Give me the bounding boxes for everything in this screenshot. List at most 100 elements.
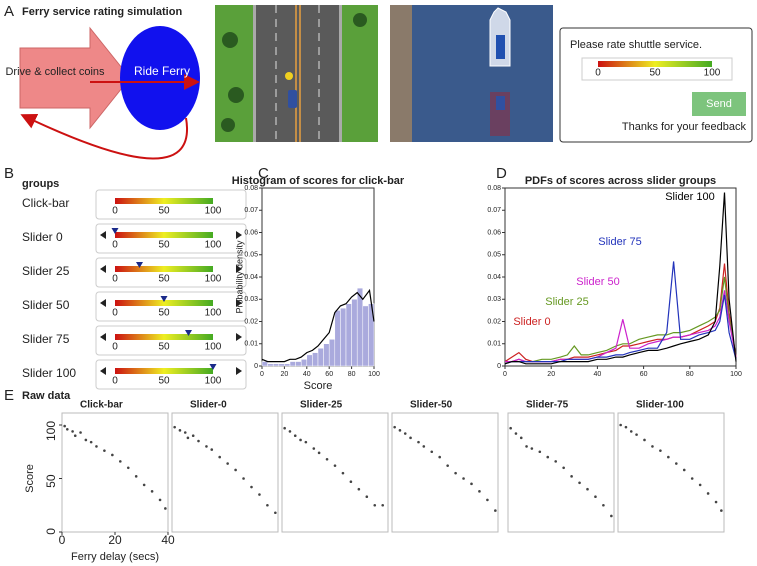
x-tick-label: 0	[503, 371, 507, 378]
histogram-bar	[345, 303, 352, 367]
group-name: Slider 50	[22, 298, 70, 312]
data-point	[186, 436, 190, 440]
scale-tick-label: 100	[205, 342, 222, 353]
data-point	[430, 450, 434, 454]
scale-tick-label: 0	[112, 308, 118, 319]
gradient-bar	[115, 266, 213, 272]
data-point	[95, 445, 98, 448]
x-tick-label: 40	[594, 371, 602, 378]
plot-frame	[281, 412, 389, 533]
y-tick-label: 0.06	[244, 229, 258, 236]
x-axis-label: Score	[304, 380, 333, 392]
scale-tick-label: 0	[112, 240, 118, 251]
data-point	[486, 498, 489, 502]
road-screenshot	[215, 5, 378, 142]
data-point	[546, 455, 550, 459]
group-name: Click-bar	[22, 196, 69, 210]
left-arrow	[100, 333, 106, 341]
x-tick-label: 20	[108, 533, 122, 547]
data-point	[183, 431, 187, 434]
panel-title: groups	[22, 178, 59, 190]
data-point	[594, 495, 597, 498]
x-tick-label: 0	[260, 371, 264, 378]
y-tick-label: 0.01	[244, 341, 258, 348]
send-label[interactable]: Send	[706, 98, 732, 110]
gradient-bar	[115, 300, 213, 306]
y-tick-label: 0	[254, 363, 258, 370]
kde-line	[261, 288, 375, 363]
data-point	[312, 447, 316, 450]
series-label: Slider 0	[513, 316, 550, 328]
panel-label: C	[258, 165, 269, 182]
panel-label: E	[4, 387, 14, 404]
data-point	[635, 433, 638, 436]
slider-box	[95, 291, 247, 322]
y-tick-label: 0.04	[487, 274, 501, 281]
scale-tick-label: 50	[158, 274, 170, 285]
data-point	[690, 477, 694, 480]
histogram-bar	[362, 305, 369, 367]
series-label: Slider 75	[598, 236, 641, 248]
data-point	[197, 439, 200, 443]
gradient-bar	[115, 198, 213, 204]
histogram-bar	[323, 343, 330, 367]
x-tick-label: 100	[368, 371, 380, 378]
data-point	[226, 462, 229, 465]
data-point	[659, 449, 662, 452]
y-tick-label: 100	[44, 421, 58, 441]
y-tick-label: 0.07	[487, 207, 501, 214]
data-point	[629, 430, 633, 433]
drive-arrow	[19, 26, 131, 130]
data-point	[720, 509, 723, 512]
plot-frame	[171, 412, 279, 533]
y-tick-label: 0.04	[244, 274, 258, 281]
rating-slider[interactable]	[598, 61, 712, 67]
right-arrow	[236, 231, 242, 239]
x-tick-label: 20	[547, 371, 555, 378]
data-point	[164, 507, 167, 510]
data-point	[446, 464, 449, 467]
x-tick-label: 40	[303, 371, 311, 378]
histogram-bar	[278, 363, 285, 367]
data-point	[509, 426, 512, 430]
plot-frame	[504, 187, 737, 367]
data-point	[619, 423, 622, 427]
data-point	[706, 492, 710, 495]
series-label: Slider 50	[576, 276, 619, 288]
scale-tick-label: 100	[205, 308, 222, 319]
histogram-bar	[295, 361, 302, 367]
data-point	[119, 460, 122, 463]
data-point	[438, 455, 442, 459]
chart-title: PDFs of scores across slider groups	[525, 175, 716, 187]
data-point	[381, 503, 385, 507]
data-point	[610, 514, 613, 518]
data-point	[624, 425, 628, 429]
y-axis-label: Score	[24, 464, 36, 493]
data-point	[150, 490, 154, 493]
send-button[interactable]	[692, 92, 746, 116]
data-point	[578, 481, 581, 485]
data-point	[714, 500, 718, 504]
slider-box	[95, 257, 247, 288]
data-point	[393, 425, 396, 429]
y-tick-label: 0.03	[487, 296, 501, 303]
data-point	[373, 503, 377, 507]
rating-prompt: Please rate shuttle service.	[570, 39, 702, 51]
x-tick-label: 60	[640, 371, 648, 378]
chart-title: Slider-0	[190, 400, 227, 411]
data-point	[234, 468, 237, 472]
data-point	[675, 462, 678, 465]
pdf-line	[505, 276, 737, 363]
chart-title: Slider-50	[410, 400, 453, 411]
histogram-bar	[300, 359, 308, 367]
histogram-bar	[356, 287, 364, 367]
data-point	[409, 436, 412, 440]
data-point	[63, 424, 66, 428]
group-name: Slider 100	[22, 366, 76, 380]
scale-tick-label: 100	[205, 274, 222, 285]
gradient-bar	[115, 368, 213, 374]
data-point	[470, 482, 473, 486]
data-point	[242, 477, 245, 480]
data-point	[602, 503, 605, 507]
